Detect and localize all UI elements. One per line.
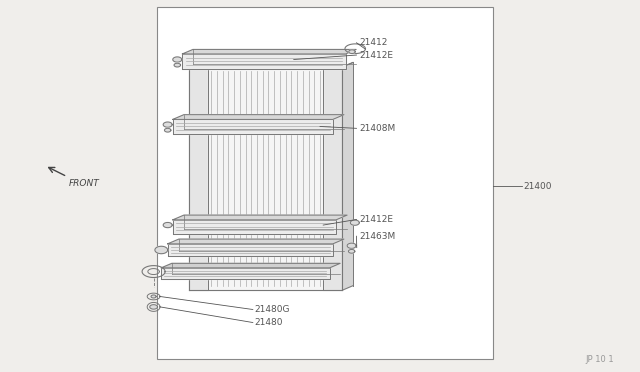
Polygon shape (173, 119, 333, 134)
Text: 21408M: 21408M (360, 124, 396, 133)
Text: 21480G: 21480G (254, 305, 289, 314)
Polygon shape (208, 67, 323, 290)
Bar (157, 7, 493, 359)
Polygon shape (350, 220, 359, 225)
Text: 21412: 21412 (360, 38, 388, 47)
Text: 21463M: 21463M (360, 232, 396, 241)
Polygon shape (348, 250, 355, 253)
Polygon shape (189, 67, 208, 290)
Polygon shape (173, 215, 347, 220)
Polygon shape (168, 244, 333, 256)
Polygon shape (323, 67, 342, 290)
Text: 21412E: 21412E (360, 215, 394, 224)
Polygon shape (150, 305, 157, 309)
Polygon shape (347, 243, 356, 248)
Polygon shape (164, 128, 171, 132)
Polygon shape (182, 49, 356, 54)
Polygon shape (151, 295, 156, 298)
Polygon shape (173, 115, 344, 119)
Polygon shape (163, 122, 172, 127)
Text: 21412E: 21412E (360, 51, 394, 60)
Polygon shape (342, 62, 353, 290)
Polygon shape (173, 57, 182, 62)
Polygon shape (163, 222, 172, 228)
Polygon shape (168, 239, 344, 244)
Polygon shape (182, 54, 346, 69)
Text: FRONT: FRONT (69, 179, 100, 187)
Polygon shape (161, 263, 340, 268)
Text: 21480: 21480 (254, 318, 283, 327)
Polygon shape (174, 63, 180, 67)
Text: JP 10 1: JP 10 1 (586, 355, 614, 364)
Polygon shape (161, 268, 330, 279)
Text: 21400: 21400 (523, 182, 552, 190)
Polygon shape (349, 50, 355, 54)
Polygon shape (173, 220, 336, 234)
Polygon shape (155, 246, 168, 254)
